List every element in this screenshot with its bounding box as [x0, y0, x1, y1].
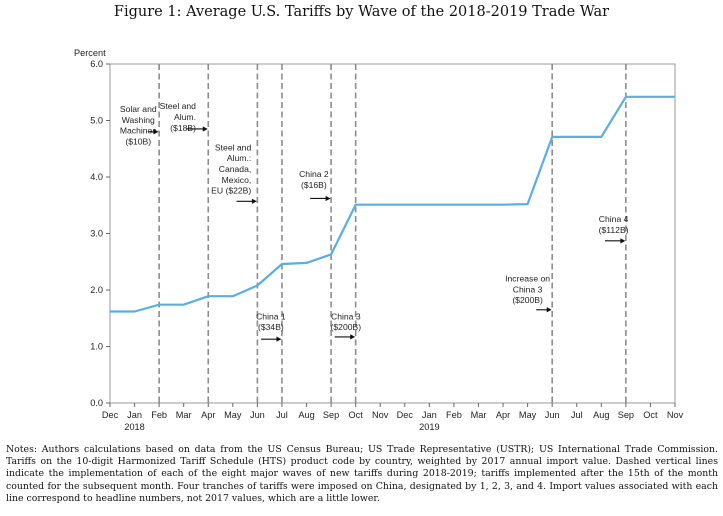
annotation-text: Solar and — [120, 104, 157, 114]
annotation: China 4($112B) — [599, 214, 629, 244]
y-tick-label: 3.0 — [90, 229, 103, 239]
annotation-arrow-head — [202, 126, 208, 132]
x-tick-label: Oct — [349, 410, 364, 420]
annotation-text: Washing — [122, 115, 155, 125]
x-tick-label: Jan — [127, 410, 142, 420]
annotation-text: Alum. — [174, 112, 196, 122]
x-tick-label: Dec — [397, 410, 414, 420]
annotation-arrow-head — [153, 129, 159, 135]
x-tick-label: Feb — [151, 410, 167, 420]
figure-notes: Notes: Authors calculations based on dat… — [6, 444, 718, 504]
x-year-label: 2019 — [419, 422, 439, 432]
x-tick-label: Sep — [323, 410, 339, 420]
y-tick-label: 5.0 — [90, 116, 103, 126]
annotation-arrow-head — [546, 307, 552, 313]
figure-title: Figure 1: Average U.S. Tariffs by Wave o… — [113, 4, 610, 20]
annotation: China 3($200B) — [331, 311, 362, 340]
annotation-text: Canada, — [219, 164, 252, 174]
annotation-text: China 3 — [331, 311, 361, 321]
x-tick-label: May — [519, 410, 537, 420]
annotation-arrow-head — [251, 198, 257, 204]
x-tick-label: Jul — [276, 410, 288, 420]
y-tick-label: 1.0 — [90, 342, 103, 352]
annotation-text: ($16B) — [301, 180, 327, 190]
annotation-text: Steel and — [215, 142, 252, 152]
y-tick-label: 4.0 — [90, 172, 103, 182]
annotation-text: Mexico, — [222, 175, 252, 185]
y-tick-label: 0.0 — [90, 398, 103, 408]
x-tick-label: Jul — [571, 410, 583, 420]
series-line — [110, 95, 675, 313]
x-tick-label: May — [224, 410, 242, 420]
x-tick-label: Jan — [422, 410, 437, 420]
x-tick-label: Apr — [496, 410, 510, 420]
x-tick-label: Jun — [250, 410, 265, 420]
x-tick-label: Nov — [667, 410, 684, 420]
annotation-text: Machines — [120, 126, 157, 136]
annotation-text: Increase on — [505, 274, 550, 284]
annotation-text: ($200B) — [512, 295, 543, 305]
x-tick-label: Mar — [471, 410, 487, 420]
y-axis-label: Percent — [74, 48, 106, 58]
annotation-text: EU ($22B) — [211, 186, 251, 196]
x-tick-label: Nov — [372, 410, 389, 420]
x-tick-label: Dec — [102, 410, 119, 420]
x-tick-label: Aug — [298, 410, 314, 420]
x-tick-label: Jun — [545, 410, 560, 420]
annotation: China 2($16B) — [299, 169, 331, 202]
y-tick-label: 2.0 — [90, 285, 103, 295]
annotation-text: China 1 — [256, 311, 286, 321]
annotation: China 1($34B) — [256, 311, 286, 342]
x-tick-label: Mar — [176, 410, 192, 420]
annotation-text: China 4 — [599, 214, 629, 224]
x-tick-label: Oct — [643, 410, 658, 420]
annotation-text: Alum.: — [227, 153, 251, 163]
x-tick-label: Apr — [201, 410, 215, 420]
x-year-label: 2018 — [124, 422, 144, 432]
series-group — [110, 95, 675, 313]
wave-lines — [158, 64, 627, 403]
annotation-text: ($18B) — [170, 123, 196, 133]
annotation-text: China 2 — [299, 169, 329, 179]
annotation-text: Steel and — [160, 101, 197, 111]
annotation-arrow-head — [350, 334, 356, 340]
annotation-arrow-head — [325, 195, 331, 202]
annotation-text: China 3 — [513, 284, 543, 294]
x-tick-label: Feb — [446, 410, 462, 420]
x-tick-label: Aug — [593, 410, 609, 420]
annotation-arrow-head — [620, 238, 626, 244]
annotation-text: ($200B) — [331, 322, 362, 332]
annotation-text: ($112B) — [599, 225, 629, 235]
annotation-text: ($34B) — [258, 322, 284, 332]
annotation-text: ($10B) — [125, 136, 151, 146]
annotation-arrow-head — [276, 336, 282, 342]
axes: 0.0 1.0 2.0 3.0 4.0 5.0 6.0 Dec Jan Feb Mar Apr May J… — [90, 59, 683, 432]
tariff-line-chart: 0.0 1.0 2.0 3.0 4.0 5.0 6.0 Dec Jan Feb Mar Apr May J… — [74, 48, 684, 432]
x-tick-label: Sep — [618, 410, 634, 420]
y-tick-label: 6.0 — [90, 59, 103, 69]
